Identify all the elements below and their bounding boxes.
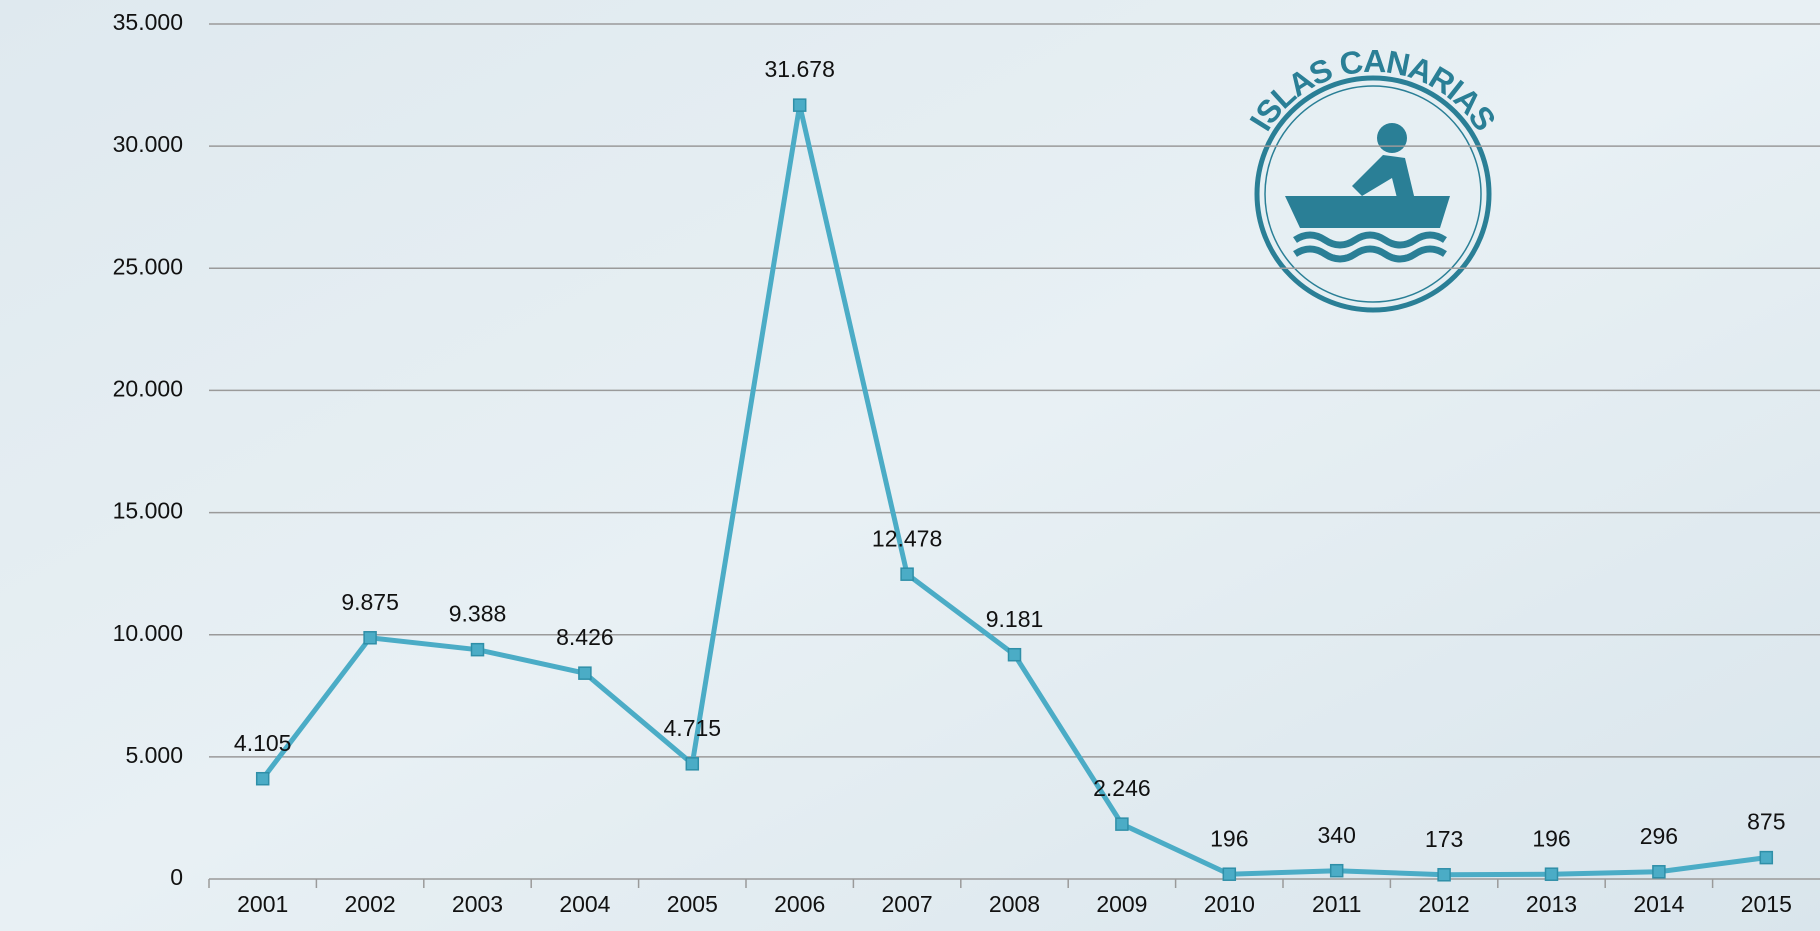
data-label: 9.181 bbox=[986, 606, 1044, 632]
marker bbox=[1652, 865, 1666, 879]
marker bbox=[1544, 867, 1559, 881]
data-label: 875 bbox=[1747, 809, 1785, 835]
data-label: 173 bbox=[1425, 826, 1463, 852]
marker bbox=[470, 642, 485, 657]
marker bbox=[1329, 863, 1344, 878]
x-tick-label: 2015 bbox=[1741, 891, 1792, 917]
x-tick-label: 2009 bbox=[1096, 891, 1147, 917]
data-label: 9.388 bbox=[449, 601, 507, 627]
y-tick-label: 35.000 bbox=[113, 9, 183, 35]
marker bbox=[363, 631, 377, 645]
y-tick-label: 30.000 bbox=[113, 131, 183, 157]
marker bbox=[1115, 817, 1129, 831]
data-label: 4.715 bbox=[664, 715, 722, 741]
marker bbox=[1759, 850, 1774, 865]
marker bbox=[255, 771, 270, 786]
x-tick-label: 2013 bbox=[1526, 891, 1577, 917]
y-tick-label: 15.000 bbox=[113, 498, 183, 524]
x-tick-label: 2007 bbox=[882, 891, 933, 917]
x-tick-label: 2005 bbox=[667, 891, 718, 917]
x-tick-label: 2006 bbox=[774, 891, 825, 917]
data-label: 196 bbox=[1210, 825, 1248, 851]
marker bbox=[1222, 867, 1237, 881]
x-tick-label: 2011 bbox=[1312, 891, 1361, 917]
marker bbox=[1007, 647, 1022, 662]
x-tick-label: 2003 bbox=[452, 891, 503, 917]
data-label: 12.478 bbox=[872, 525, 942, 551]
x-tick-label: 2008 bbox=[989, 891, 1040, 917]
y-tick-label: 25.000 bbox=[113, 253, 183, 279]
data-label: 31.678 bbox=[765, 56, 835, 82]
marker bbox=[685, 757, 700, 771]
data-label: 4.105 bbox=[234, 730, 292, 756]
data-label: 2.246 bbox=[1093, 775, 1151, 801]
x-tick-label: 2004 bbox=[559, 891, 610, 917]
data-label: 296 bbox=[1640, 823, 1678, 849]
x-tick-label: 2001 bbox=[237, 891, 288, 917]
data-label: 9.875 bbox=[341, 589, 399, 615]
marker bbox=[578, 666, 592, 680]
y-tick-label: 10.000 bbox=[113, 620, 183, 646]
marker bbox=[792, 98, 807, 112]
y-tick-label: 5.000 bbox=[125, 742, 183, 768]
marker bbox=[900, 567, 914, 581]
y-tick-label: 20.000 bbox=[113, 376, 183, 402]
x-tick-label: 2014 bbox=[1633, 891, 1684, 917]
y-tick-label: 0 bbox=[170, 864, 183, 890]
marker bbox=[1437, 868, 1451, 882]
x-tick-label: 2002 bbox=[345, 891, 396, 917]
x-tick-label: 2010 bbox=[1204, 891, 1255, 917]
data-label: 8.426 bbox=[556, 624, 614, 650]
x-tick-label: 2012 bbox=[1419, 891, 1470, 917]
data-label: 196 bbox=[1532, 825, 1570, 851]
data-label: 340 bbox=[1318, 822, 1356, 848]
